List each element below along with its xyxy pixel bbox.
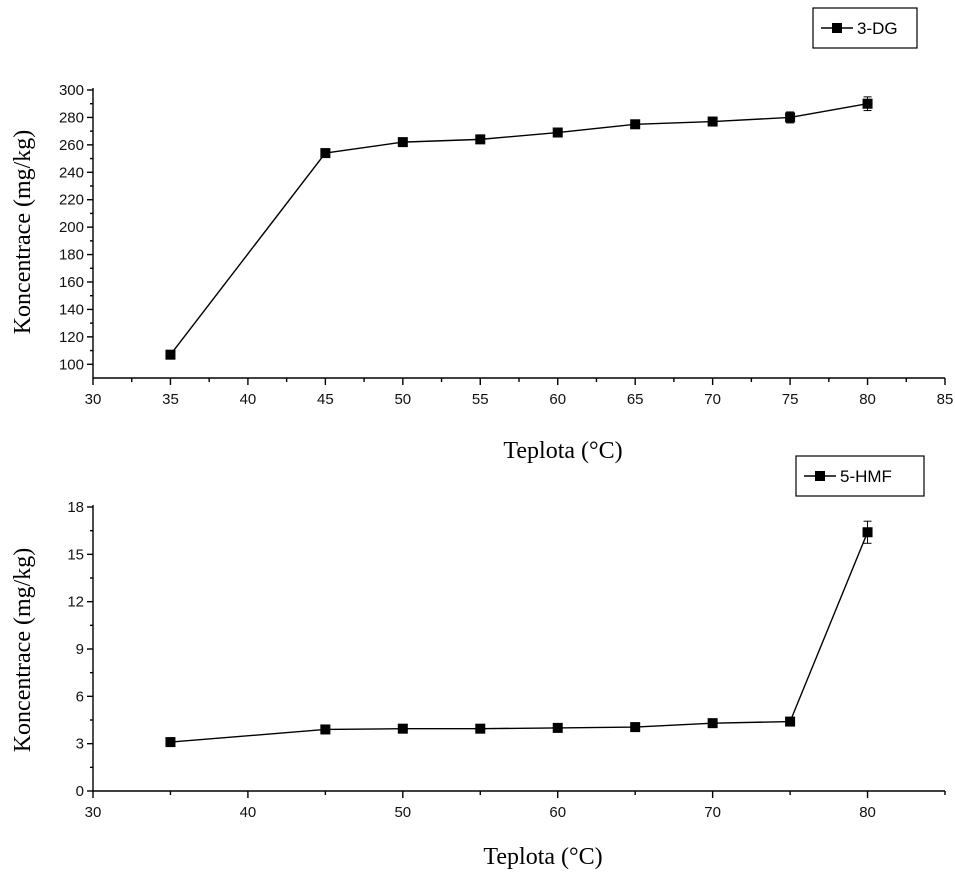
chart-3dg: 100 120 140 160 180 200 220 240 260 280 300 30 35 40 4… <box>10 7 954 464</box>
data-point <box>320 724 331 735</box>
y-tick-label: 200 <box>59 219 84 236</box>
data-point <box>862 98 873 109</box>
y-tick-label: 240 <box>59 164 84 181</box>
chart-5hmf: 0 3 6 9 12 15 18 30 40 50 60 70 80 Koncentrace (mg/kg… <box>10 455 946 870</box>
x-tick-label: 60 <box>549 804 566 821</box>
y-tick-label: 120 <box>59 329 84 346</box>
x-axis-title: Teplota (°C) <box>483 844 602 870</box>
data-point <box>707 116 718 127</box>
y-tick-label: 280 <box>59 109 84 126</box>
x-tick-label: 70 <box>704 804 721 821</box>
y-tick-label: 12 <box>67 594 84 611</box>
x-tick-label: 40 <box>240 391 257 408</box>
data-point <box>165 737 176 748</box>
x-tick-label: 35 <box>162 391 179 408</box>
y-tick-label: 6 <box>76 688 84 705</box>
x-tick-label: 65 <box>627 391 644 408</box>
data-point <box>165 349 176 360</box>
legend-marker <box>832 23 842 33</box>
data-point <box>320 148 331 159</box>
y-tick-label: 140 <box>59 301 84 318</box>
data-point <box>397 723 408 734</box>
data-point <box>707 718 718 729</box>
data-point <box>785 716 796 727</box>
legend-marker <box>815 471 825 481</box>
y-tick-label: 9 <box>76 641 84 658</box>
x-tick-label: 80 <box>859 804 876 821</box>
x-tick-label: 40 <box>240 804 257 821</box>
x-tick-label: 50 <box>394 391 411 408</box>
series-line <box>169 103 868 356</box>
x-tick-label: 30 <box>85 804 102 821</box>
y-tick-label: 18 <box>67 499 84 516</box>
x-tick-label: 85 <box>937 391 954 408</box>
y-tick-label: 0 <box>76 783 84 800</box>
y-tick-label: 260 <box>59 137 84 154</box>
data-point <box>630 119 641 130</box>
legend-label: 5-HMF <box>840 467 892 486</box>
x-tick-label: 75 <box>782 391 799 408</box>
x-tick-label: 60 <box>549 391 566 408</box>
y-tick-label: 300 <box>59 82 84 99</box>
y-tick-label: 220 <box>59 192 84 209</box>
series-line <box>170 531 869 743</box>
y-tick-label: 15 <box>67 546 84 563</box>
data-point <box>862 527 873 538</box>
data-point <box>552 722 563 733</box>
x-axis-title: Teplota (°C) <box>503 438 622 464</box>
x-tick-label: 50 <box>394 804 411 821</box>
y-tick-label: 160 <box>59 274 84 291</box>
y-axis-title: Koncentrace (mg/kg) <box>10 130 36 335</box>
data-point <box>552 127 563 138</box>
y-tick-label: 3 <box>76 736 84 753</box>
x-tick-label: 30 <box>85 391 102 408</box>
x-tick-label: 70 <box>704 391 721 408</box>
data-point <box>475 134 486 145</box>
data-point <box>785 112 796 123</box>
data-point <box>475 723 486 734</box>
y-axis-title: Koncentrace (mg/kg) <box>10 548 36 753</box>
x-tick-label: 55 <box>472 391 489 408</box>
legend-label: 3-DG <box>857 19 898 38</box>
y-tick-label: 100 <box>59 356 84 373</box>
x-tick-label: 80 <box>859 391 876 408</box>
x-tick-label: 45 <box>317 391 334 408</box>
y-tick-label: 180 <box>59 247 84 264</box>
data-point <box>397 137 408 148</box>
data-point <box>630 722 641 733</box>
